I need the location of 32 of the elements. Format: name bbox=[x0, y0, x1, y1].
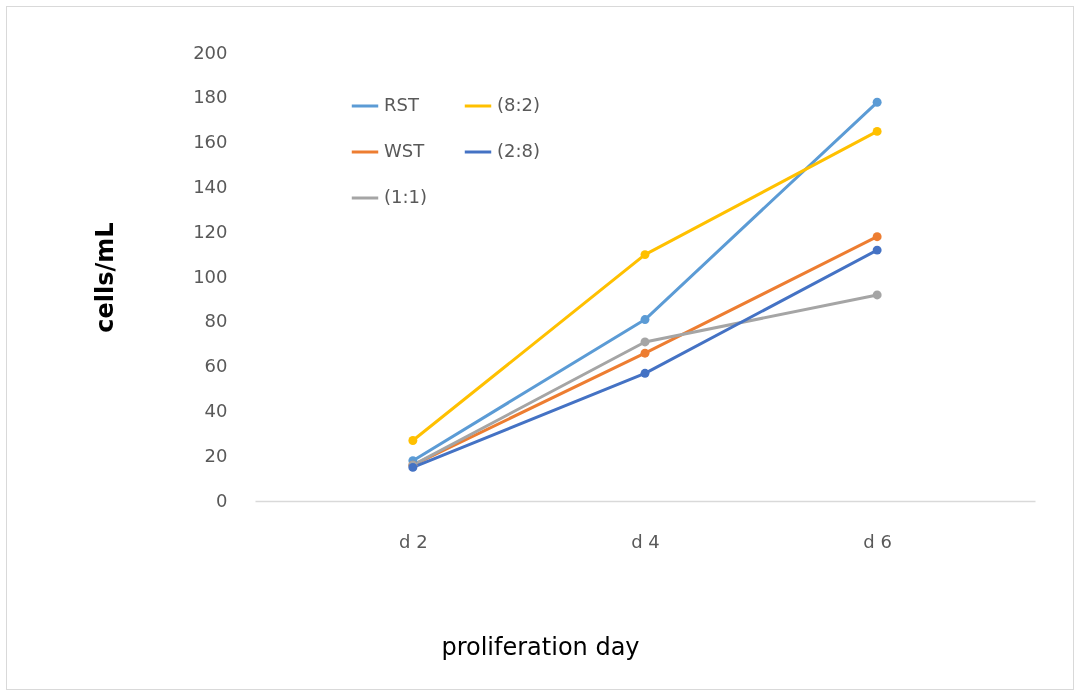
point bbox=[640, 337, 650, 347]
y-tick-label: 80 bbox=[204, 310, 228, 332]
y-tick-label: 140 bbox=[193, 175, 228, 197]
point bbox=[872, 97, 882, 107]
y-tick-label: 60 bbox=[204, 355, 228, 377]
legend-label: RST bbox=[384, 94, 420, 115]
y-tick-label: 180 bbox=[193, 86, 228, 108]
y-tick-label: 100 bbox=[193, 265, 228, 287]
point bbox=[872, 232, 882, 242]
x-tick-label: d 6 bbox=[863, 530, 892, 552]
y-tick-label: 0 bbox=[216, 489, 228, 511]
legend-label: (2:8) bbox=[497, 140, 541, 161]
y-axis-title: cells/mL bbox=[90, 222, 119, 333]
point bbox=[640, 315, 650, 325]
point bbox=[872, 245, 882, 255]
point bbox=[640, 250, 650, 260]
point bbox=[872, 126, 882, 136]
x-tick-label: d 2 bbox=[399, 530, 428, 552]
y-tick-label: 20 bbox=[204, 444, 228, 466]
y-tick-label: 200 bbox=[193, 41, 228, 63]
y-tick-label: 120 bbox=[193, 220, 228, 242]
x-tick-label: d 4 bbox=[631, 530, 660, 552]
point bbox=[872, 290, 882, 300]
y-tick-label: 160 bbox=[193, 131, 228, 153]
point bbox=[408, 436, 418, 445]
y-tick-label: 40 bbox=[204, 399, 228, 421]
point bbox=[640, 368, 650, 378]
legend-label: WST bbox=[384, 140, 426, 161]
legend-label: (1:1) bbox=[384, 186, 428, 207]
legend-label: (8:2) bbox=[497, 94, 541, 115]
point bbox=[640, 348, 650, 358]
x-axis-title: proliferation day bbox=[441, 632, 640, 661]
